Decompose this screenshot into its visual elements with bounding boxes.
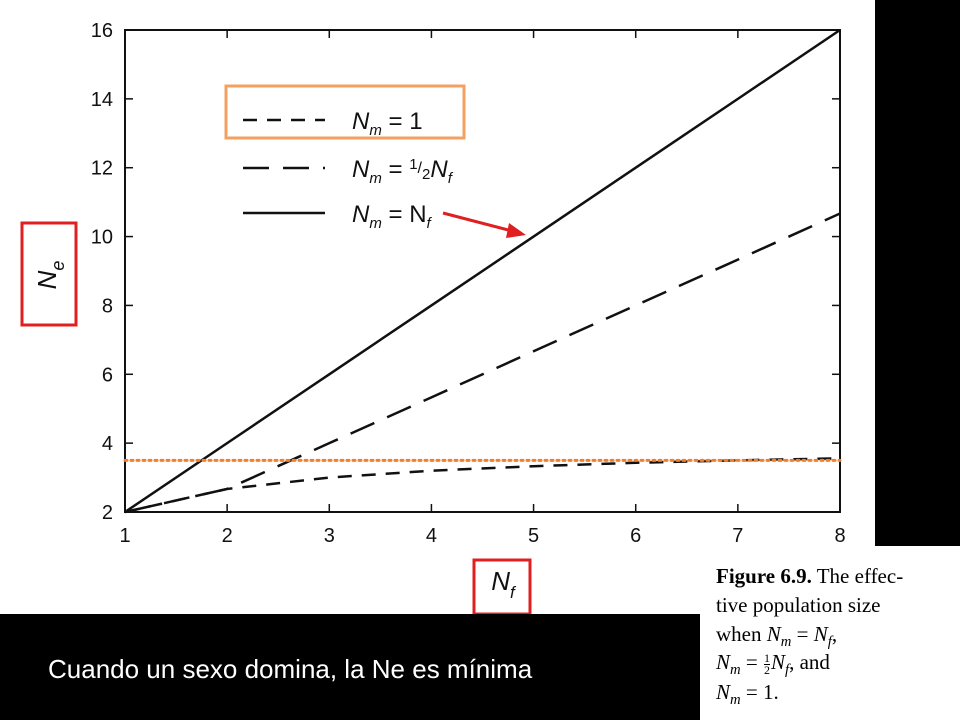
plot-frame: [124, 29, 841, 513]
legend-frac-slash: /: [418, 160, 423, 177]
y-tick-label: 10: [91, 227, 113, 249]
x-tick-label: 6: [630, 525, 641, 547]
x-axis-label-sub: f: [510, 583, 517, 602]
y-tick-label: 16: [91, 20, 113, 42]
y-tick-label: 2: [102, 502, 113, 524]
y-tick-label: 12: [91, 158, 113, 180]
series-line: [124, 457, 841, 514]
legend-label: Nm = Nf: [352, 201, 433, 232]
y-tick-label: 6: [102, 364, 113, 386]
legend-label: Nm = 1/2Nf: [352, 156, 454, 187]
legend-frac-den: 2: [422, 166, 430, 183]
slide-caption: Cuando un sexo domina, la Ne es mínima: [48, 654, 533, 684]
legend-label-sub: m: [369, 215, 382, 232]
legend-label-tail-sub: f: [427, 215, 433, 232]
figure-caption-line-5: Nm = 1.: [716, 680, 779, 709]
x-tick-label: 2: [222, 525, 233, 547]
legend-label: Nm = 1: [352, 108, 423, 139]
arrow-head: [506, 223, 526, 238]
legend-frac-num: 1: [409, 156, 417, 173]
black-panel-right: [875, 0, 960, 546]
y-tick-label: 8: [102, 295, 113, 317]
x-tick-label: 8: [834, 525, 845, 547]
legend-label-sub: m: [369, 170, 382, 187]
series-lines: [123, 28, 842, 514]
black-panel-bottom: [0, 614, 700, 720]
y-tick-label: 14: [91, 89, 113, 111]
legend-label-rest: = 1: [382, 108, 423, 135]
x-tick-label: 5: [528, 525, 539, 547]
legend-label-tail: N: [430, 156, 448, 183]
legend-label-main: N: [352, 108, 370, 135]
series-line: [124, 212, 841, 514]
legend-label-rest: =: [382, 156, 409, 183]
figure-caption-box: [700, 546, 960, 720]
figure-caption-text-1: The effec-: [816, 564, 904, 588]
x-tick-label: 4: [426, 525, 437, 547]
x-axis-label: Nf: [491, 566, 517, 602]
legend-label-main: N: [352, 201, 370, 228]
y-axis-label: Ne: [32, 261, 68, 290]
x-tick-label: 7: [732, 525, 743, 547]
annotations: [442, 211, 526, 238]
figure-caption-text-3: when: [716, 622, 762, 646]
series-line: [124, 28, 841, 514]
figure-caption-line-4: Nm = 1 2 Nf, and: [716, 650, 830, 679]
arrow-shaft: [442, 211, 513, 233]
x-tick-label: 3: [324, 525, 335, 547]
figure-caption-line-2: tive population size: [716, 593, 881, 617]
legend-label-rest: = N: [382, 201, 427, 228]
legend-label-main: N: [352, 156, 370, 183]
figure-caption-line-1: Figure 6.9. The effec-: [716, 566, 903, 587]
x-tick-label: 1: [119, 525, 130, 547]
legend-label-sub: m: [369, 122, 382, 139]
y-axis-label-highlight: [20, 221, 78, 327]
figure-caption-text-4: and: [799, 650, 830, 674]
legend-highlight-box: [224, 84, 466, 140]
legend-label-tail-sub: f: [448, 170, 454, 187]
figure-caption-line-3: when Nm = Nf,: [716, 622, 838, 651]
y-axis-label-sub: e: [48, 261, 68, 271]
figure-label: Figure 6.9.: [716, 564, 812, 588]
y-tick-label: 4: [102, 433, 113, 455]
